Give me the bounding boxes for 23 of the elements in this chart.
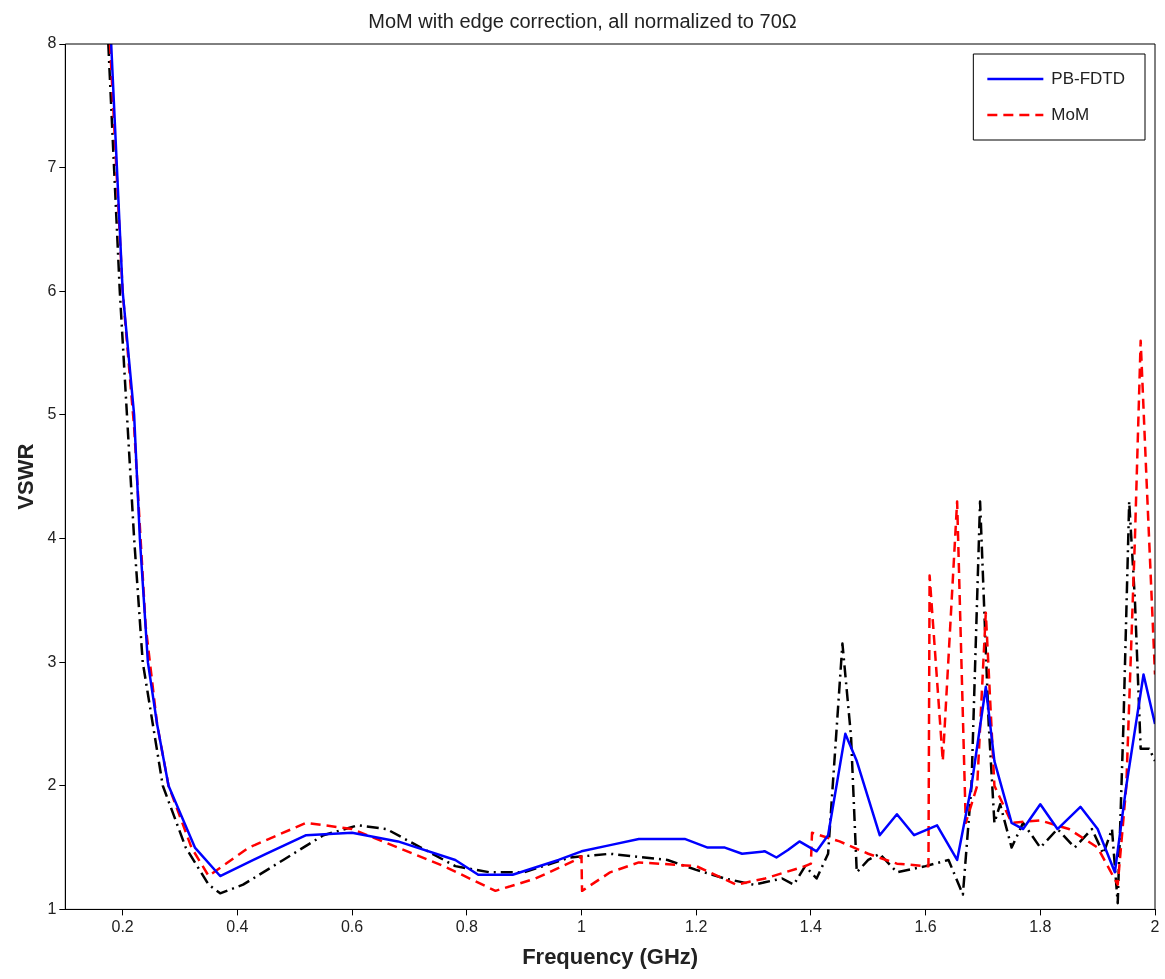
chart-title: MoM with edge correction, all normalized to 70Ω <box>368 9 797 32</box>
x-tick-label: 1.4 <box>799 918 823 936</box>
y-tick-label: 7 <box>47 158 57 176</box>
legend-label: PB-FDTD <box>1051 68 1126 88</box>
legend-label: MoM <box>1051 104 1090 124</box>
x-tick-label: 0.2 <box>111 918 134 936</box>
y-tick-label: 2 <box>47 776 57 794</box>
x-tick-label: 1.2 <box>685 918 708 936</box>
y-tick-label: 6 <box>47 281 57 299</box>
y-tick-label: 3 <box>47 652 57 670</box>
y-tick-label: 1 <box>47 899 57 917</box>
x-tick-label: 2 <box>1150 918 1160 936</box>
y-tick-label: 4 <box>47 528 57 546</box>
x-axis-title: Frequency (GHz) <box>522 943 699 969</box>
y-tick-label: 8 <box>47 34 57 52</box>
y-axis-title: VSWR <box>13 443 39 510</box>
x-tick-label: 0.6 <box>340 918 364 936</box>
x-tick-label: 1 <box>577 918 587 936</box>
x-tick-label: 1.8 <box>1029 918 1052 936</box>
y-tick-label: 5 <box>47 405 57 423</box>
x-tick-label: 0.8 <box>455 918 478 936</box>
x-tick-label: 1.6 <box>914 918 937 936</box>
x-tick-label: 0.4 <box>226 918 249 936</box>
